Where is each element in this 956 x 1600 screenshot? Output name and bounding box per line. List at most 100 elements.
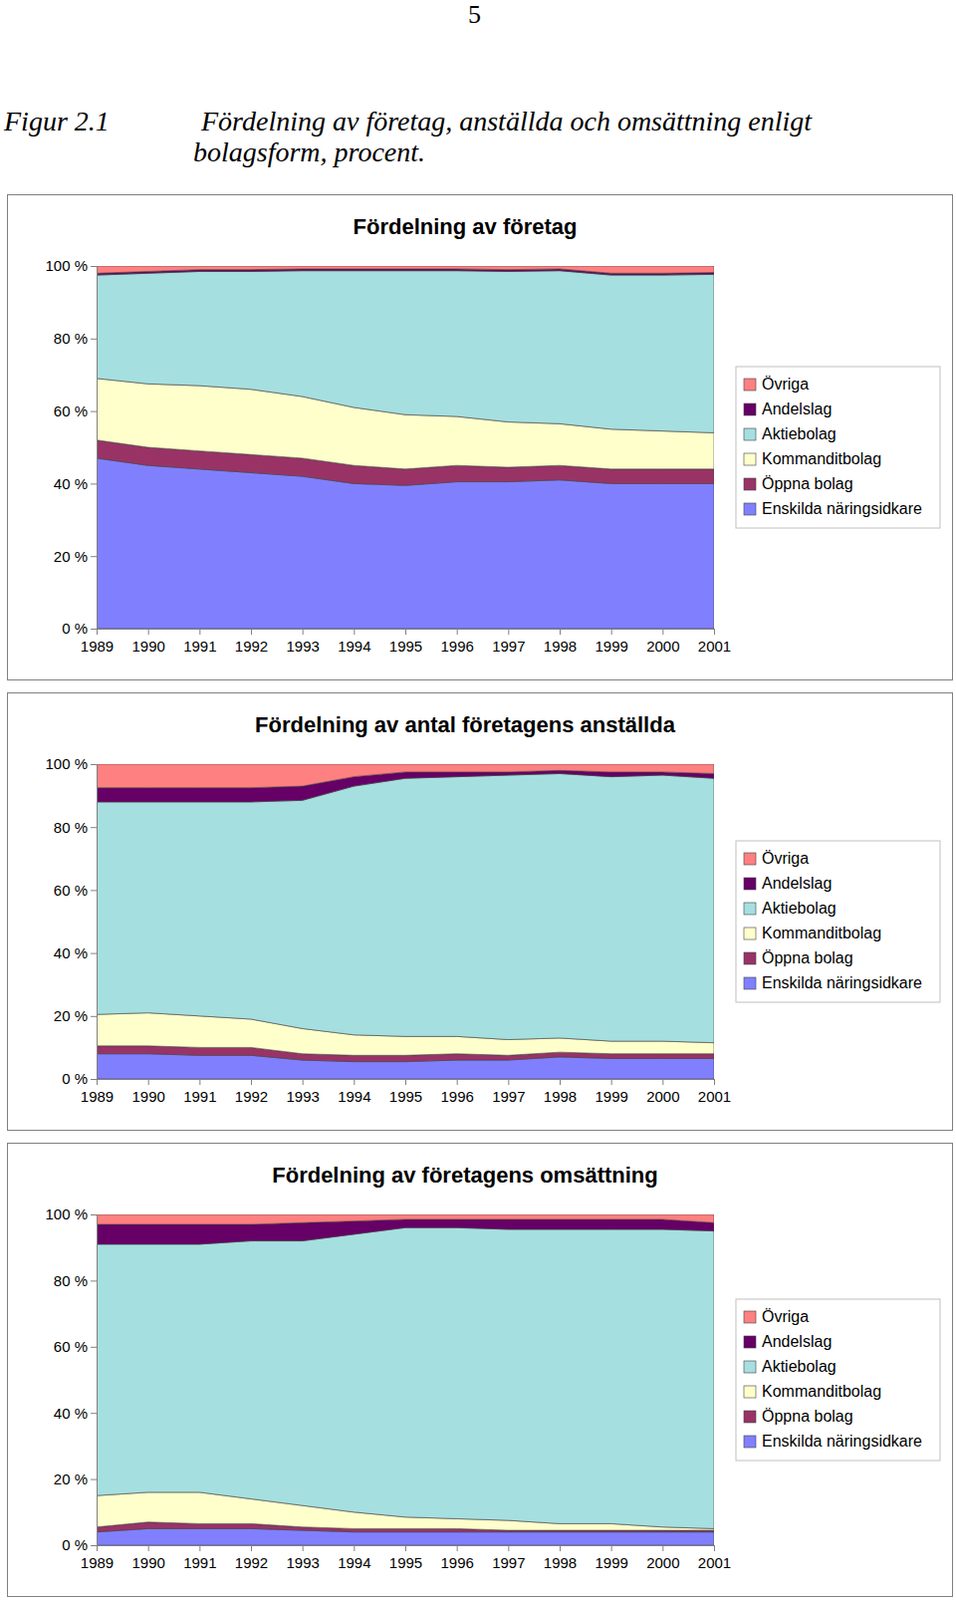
- x-tick-label: 1994: [337, 1553, 371, 1571]
- x-tick: 2000: [646, 628, 680, 655]
- x-tick-mark: [353, 1544, 355, 1551]
- y-tick: 0 %: [61, 619, 97, 637]
- x-tick-label: 1996: [440, 1087, 474, 1105]
- x-tick-label: 1993: [285, 637, 319, 655]
- legend-label: Andelslag: [761, 400, 832, 418]
- y-tick: 60 %: [53, 881, 97, 899]
- x-tick-label: 1999: [594, 637, 628, 655]
- x-tick-label: 1989: [80, 1087, 114, 1105]
- x-tick: 1997: [491, 1078, 525, 1105]
- y-tick-label: 80 %: [53, 818, 88, 836]
- x-tick-mark: [714, 628, 716, 635]
- chart-title: Fördelning av antal företagens anställda: [254, 712, 677, 737]
- x-tick-mark: [714, 1544, 716, 1551]
- legend-label: Övriga: [761, 375, 809, 393]
- x-tick-label: 1999: [594, 1087, 628, 1105]
- x-tick-label: 1990: [131, 1087, 165, 1105]
- legend-label: Enskilda näringsidkare: [761, 499, 923, 517]
- x-tick: 1992: [235, 628, 268, 655]
- y-tick: 20 %: [53, 547, 97, 565]
- y-tick-label: 20 %: [53, 1006, 88, 1024]
- x-tick-label: 1995: [389, 1553, 423, 1571]
- legend-item: Öppna bolag: [743, 475, 854, 492]
- area-series: [96, 270, 715, 434]
- x-tick-label: 2000: [646, 1087, 680, 1105]
- y-axis-line: [96, 266, 98, 630]
- x-tick: 1995: [389, 1078, 423, 1105]
- x-tick-mark: [559, 1078, 561, 1085]
- y-tick-mark: [90, 826, 97, 828]
- x-tick: 1996: [440, 1544, 474, 1571]
- legend-item: Enskilda näringsidkare: [743, 499, 923, 517]
- y-tick-mark: [90, 889, 97, 891]
- x-tick: 2001: [698, 1078, 731, 1105]
- x-tick-label: 1989: [80, 1553, 114, 1571]
- legend-swatch: [743, 976, 756, 989]
- legend-swatch: [743, 902, 756, 915]
- legend-item: Enskilda näringsidkare: [743, 973, 923, 991]
- x-tick: 1991: [183, 1078, 217, 1105]
- x-tick: 1996: [440, 628, 474, 655]
- legend-swatch: [743, 1310, 756, 1323]
- y-tick-mark: [90, 1213, 97, 1215]
- y-tick: 40 %: [53, 1404, 97, 1422]
- legend: ÖvrigaAndelslagAktiebolagKommanditbolagÖ…: [735, 840, 941, 1002]
- x-tick: 1997: [491, 628, 525, 655]
- legend-item: Övriga: [743, 849, 809, 867]
- x-tick-label: 1995: [389, 1087, 423, 1105]
- legend-item: Enskilda näringsidkare: [743, 1432, 923, 1449]
- x-tick-label: 1991: [183, 1553, 217, 1571]
- y-tick: 100 %: [44, 1204, 97, 1222]
- x-tick-label: 1992: [235, 1553, 268, 1571]
- x-tick-label: 1990: [131, 1553, 165, 1571]
- legend-item: Aktiebolag: [743, 1357, 837, 1375]
- x-tick-mark: [507, 628, 509, 635]
- x-tick-mark: [405, 1078, 407, 1085]
- x-tick-label: 1992: [235, 637, 268, 655]
- x-tick: 1997: [491, 1544, 525, 1571]
- y-tick-mark: [90, 1279, 97, 1281]
- legend-swatch: [743, 478, 756, 490]
- y-axis: 0 %20 %40 %60 %80 %100 %: [44, 256, 97, 637]
- legend-item: Kommanditbolag: [743, 924, 882, 942]
- figure-label: Figur 2.1: [3, 105, 110, 138]
- legend-label: Andelslag: [761, 874, 832, 892]
- x-tick: 1995: [389, 1544, 423, 1571]
- y-tick-mark: [90, 482, 97, 484]
- x-tick-label: 2000: [646, 637, 680, 655]
- y-tick-mark: [90, 1478, 97, 1480]
- y-axis-line: [96, 1214, 98, 1546]
- x-tick: 1999: [594, 1544, 628, 1571]
- x-tick-label: 1990: [131, 637, 165, 655]
- legend-swatch: [743, 952, 756, 964]
- y-tick-mark: [90, 628, 97, 630]
- x-tick-mark: [302, 1544, 304, 1551]
- legend-item: Öppna bolag: [743, 1407, 854, 1425]
- x-tick-mark: [662, 1078, 664, 1085]
- page-number: 5: [468, 0, 481, 30]
- x-tick-label: 2001: [698, 1553, 731, 1571]
- y-tick-label: 40 %: [53, 475, 88, 492]
- legend-label: Kommanditbolag: [761, 450, 882, 468]
- x-tick: 1999: [594, 1078, 628, 1105]
- x-tick-label: 1993: [285, 1553, 319, 1571]
- x-tick-label: 1991: [183, 637, 217, 655]
- x-tick-label: 2000: [646, 1553, 680, 1571]
- x-tick-mark: [559, 628, 561, 635]
- x-tick-label: 1994: [337, 637, 371, 655]
- x-tick: 1991: [183, 628, 217, 655]
- x-tick-mark: [96, 1078, 98, 1085]
- x-tick-mark: [611, 1544, 613, 1551]
- x-tick-mark: [199, 1544, 201, 1551]
- x-tick-mark: [353, 1078, 355, 1085]
- x-tick: 1994: [337, 1078, 371, 1105]
- x-tick: 1994: [337, 628, 371, 655]
- x-tick: 1989: [80, 1078, 114, 1105]
- x-tick-label: 1992: [235, 1087, 268, 1105]
- x-tick: 1996: [440, 1078, 474, 1105]
- y-tick-label: 100 %: [44, 256, 88, 274]
- y-tick-label: 40 %: [53, 944, 88, 961]
- legend-swatch: [743, 877, 756, 890]
- legend-item: Andelslag: [743, 1332, 832, 1350]
- x-tick-label: 1989: [80, 637, 114, 655]
